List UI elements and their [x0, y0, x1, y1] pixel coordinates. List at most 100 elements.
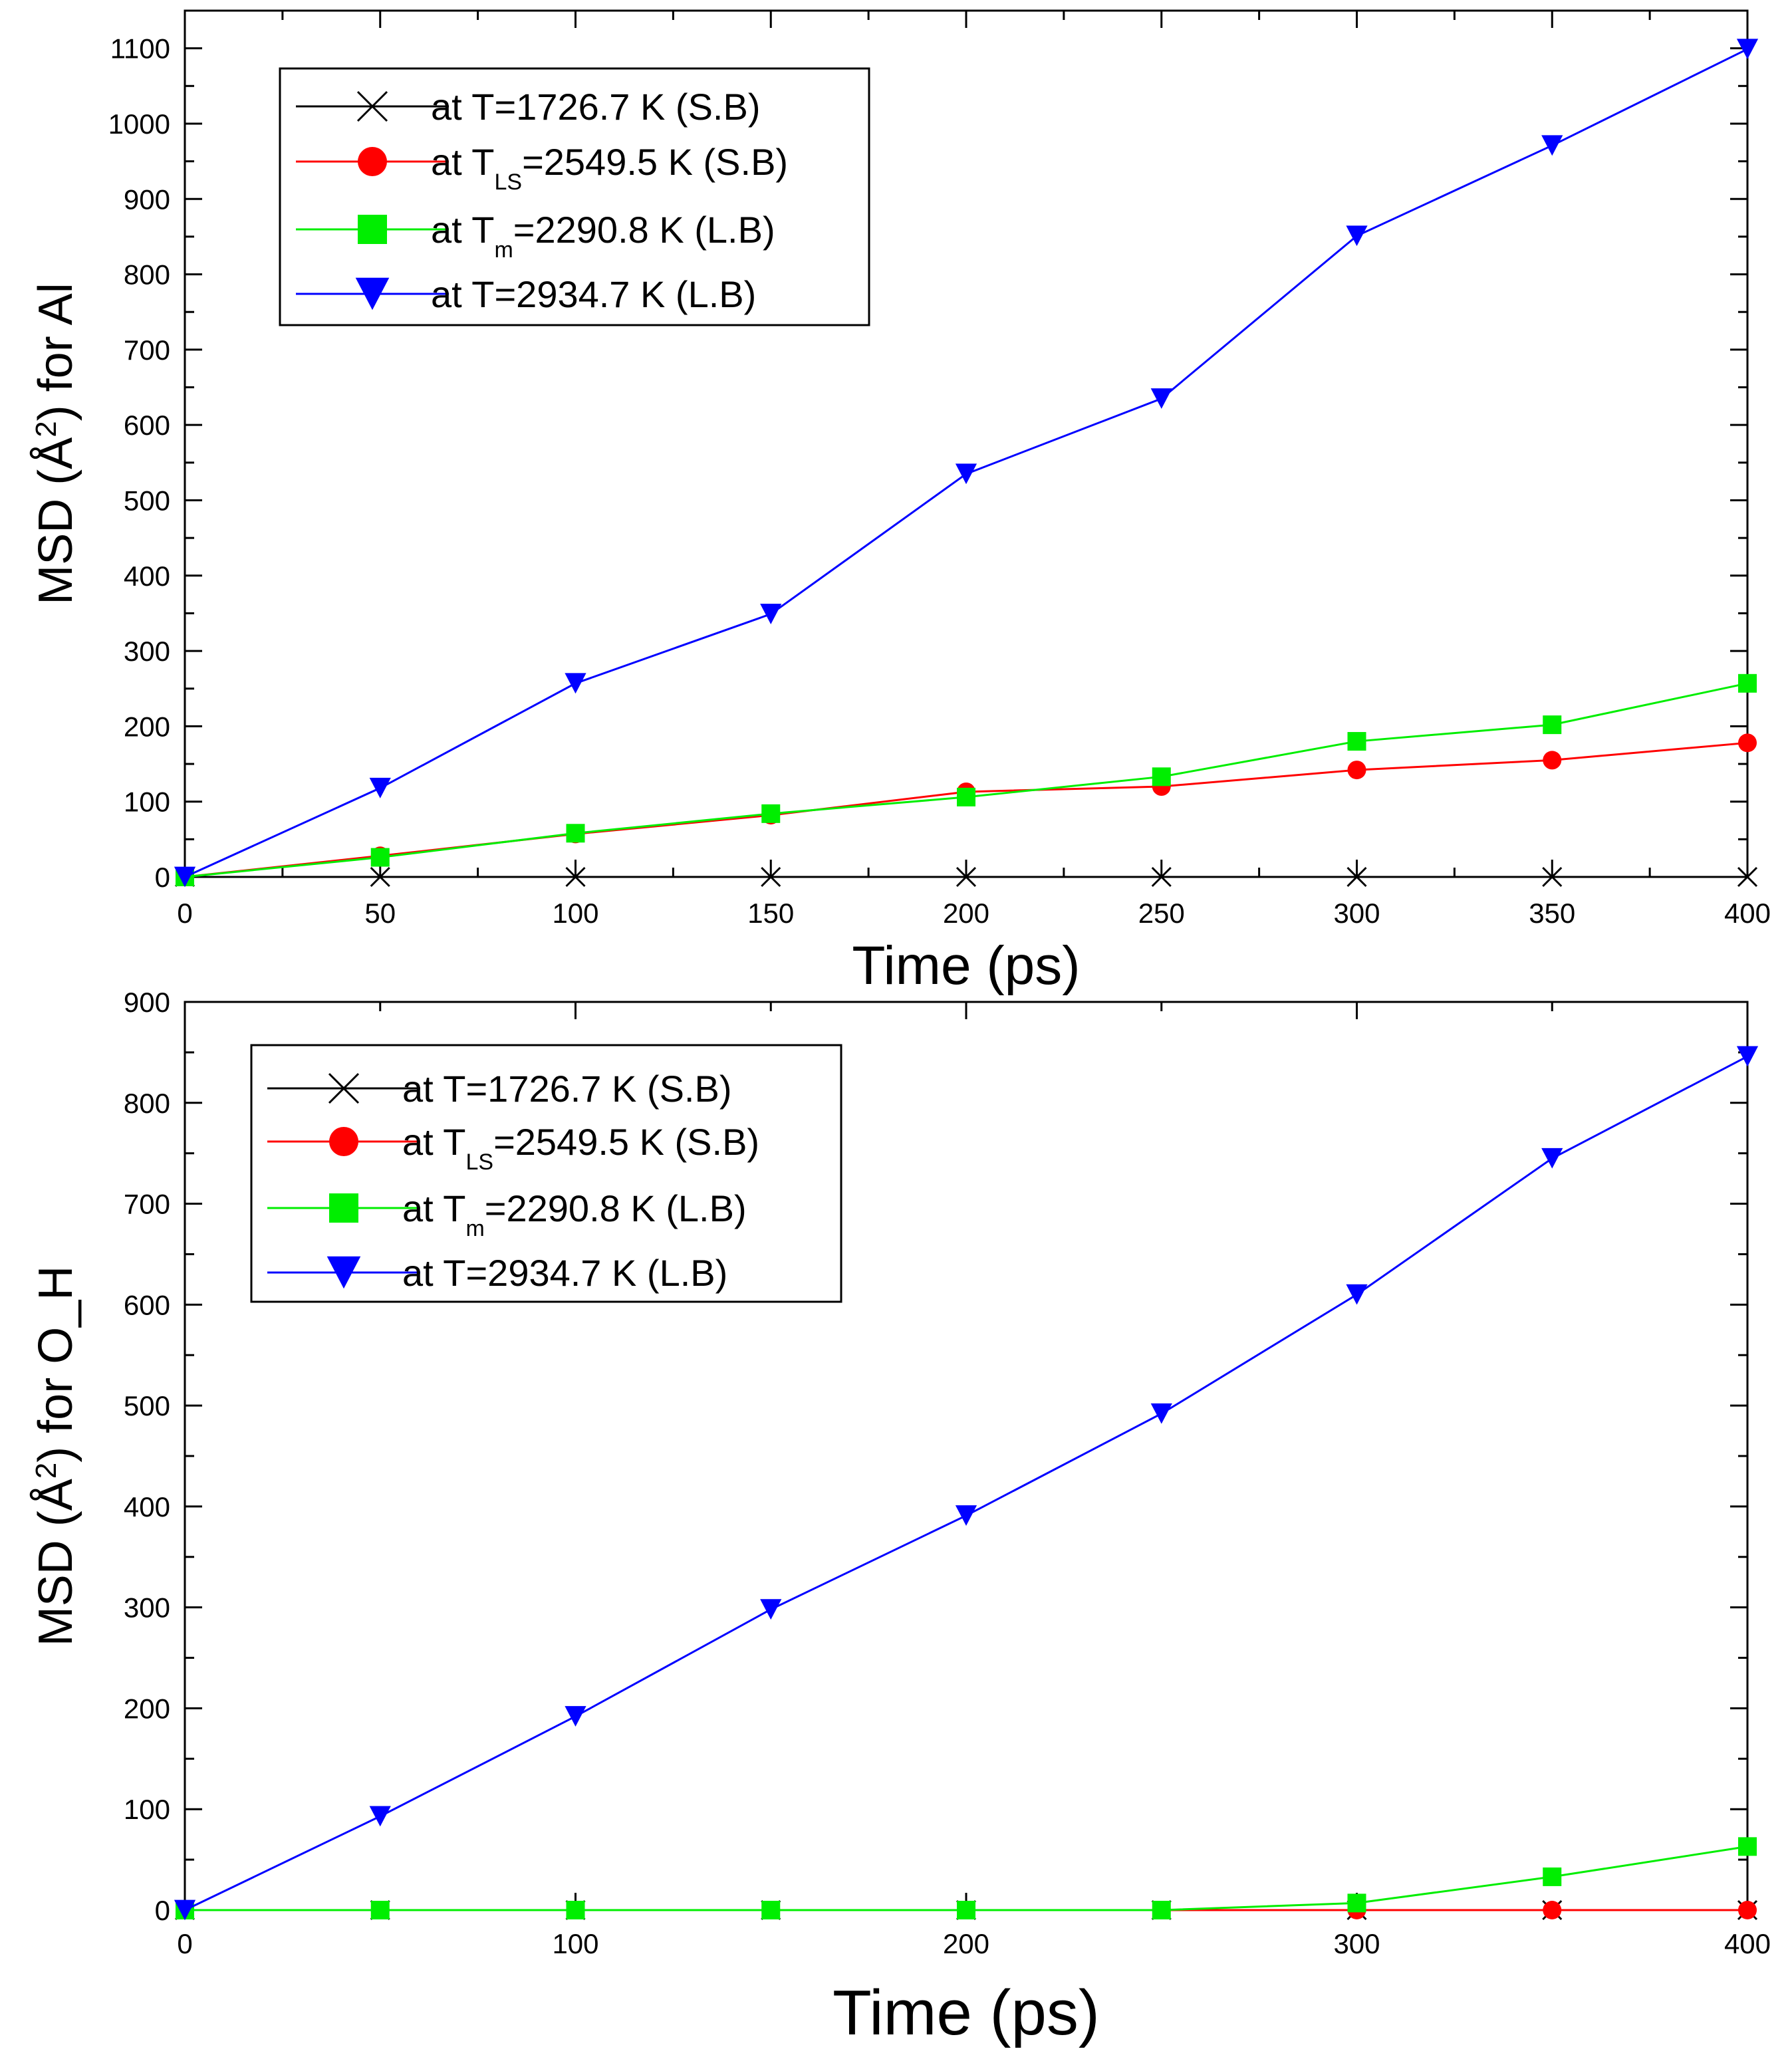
legend-marker [358, 215, 387, 244]
legend: at T=1726.7 K (S.B)at TLS=2549.5 K (S.B)… [279, 67, 870, 326]
data-point [1738, 733, 1757, 753]
legend-label-pre: at T [402, 1068, 465, 1110]
y-tick-label: 100 [124, 787, 170, 818]
data-point [957, 1901, 975, 1919]
data-point [1738, 1901, 1757, 1919]
data-point [1150, 388, 1172, 409]
data-point [1346, 1284, 1368, 1305]
legend-marker [355, 277, 390, 310]
y-tick-label: 0 [155, 862, 170, 893]
data-point [1541, 135, 1563, 156]
x-tick-label: 100 [552, 1928, 598, 1959]
legend-label-post: =2290.8 K (L.B) [485, 1187, 747, 1229]
legend-label: at Tm=2290.8 K (L.B) [402, 1187, 747, 1241]
legend: at T=1726.7 K (S.B)at TLS=2549.5 K (S.B)… [250, 1044, 842, 1303]
y-tick-label: 300 [124, 1592, 170, 1624]
series-triangle-down [174, 39, 1759, 888]
legend-label-post: =2934.7 K (L.B) [465, 1252, 727, 1294]
data-point-b [1542, 866, 1563, 888]
data-point [1347, 1893, 1366, 1913]
legend-label-post: =1726.7 K (S.B) [494, 86, 760, 128]
x-tick-label: 200 [943, 898, 989, 929]
legend-label-post: =2290.8 K (L.B) [513, 209, 775, 251]
y-tick-label: 500 [124, 1390, 170, 1421]
legend-label-pre: at T [431, 273, 494, 315]
legend-label-pre: at T [431, 209, 494, 251]
data-point [370, 848, 390, 867]
legend-label: at T=2934.7 K (L.B) [431, 273, 756, 315]
data-point [1736, 39, 1759, 60]
data-point [1543, 715, 1562, 735]
y-axis-title-pre: MSD (Å [29, 1479, 82, 1646]
x-tick-label: 400 [1724, 1928, 1771, 1959]
legend-label-pre: at T [402, 1252, 465, 1294]
legend-label-post: =2934.7 K (L.B) [494, 273, 756, 315]
data-point-b [956, 866, 977, 888]
series-line [184, 682, 1748, 878]
data-point [565, 1706, 586, 1727]
y-axis-title-post: ) for O_H [29, 1266, 82, 1463]
data-point [1738, 673, 1757, 693]
y-tick-label: 600 [124, 1289, 170, 1320]
y-tick-label: 400 [124, 560, 170, 592]
legend-label-post: =2549.5 K (S.B) [522, 141, 788, 183]
y-tick-label: 200 [124, 1693, 170, 1724]
y-tick-label: 100 [124, 1794, 170, 1825]
data-point [1347, 732, 1366, 751]
data-point-b [565, 866, 586, 888]
y-tick-label: 200 [124, 711, 170, 742]
y-tick-label: 400 [124, 1491, 170, 1522]
data-point [1150, 1403, 1172, 1424]
data-point [174, 1899, 196, 1921]
x-tick-label: 300 [1333, 1928, 1380, 1959]
data-point [566, 1901, 585, 1919]
legend-label-post: =2549.5 K (S.B) [493, 1121, 759, 1163]
legend-marker [329, 1127, 358, 1156]
data-point [1541, 1148, 1563, 1169]
y-axis-title-sup: 2 [30, 1463, 63, 1479]
data-point [760, 604, 782, 624]
y-tick-label: 1100 [110, 33, 170, 64]
y-tick-label: 800 [124, 259, 170, 291]
legend-marker [326, 1256, 361, 1289]
chart-panel-2: 0 100 200 300 400 0 100 200 300 400 500 600 700 800 90… [29, 987, 1771, 2048]
y-tick-label: 700 [124, 334, 170, 366]
data-point [955, 463, 977, 485]
chart-panel-1: 0 50 100 150 200 250 300 350 400 0 100 200 300 400 500… [29, 9, 1771, 996]
data-point [1543, 751, 1562, 770]
data-point [565, 673, 586, 694]
data-point [174, 866, 196, 888]
y-axis-title-pre: MSD (Å [29, 437, 82, 605]
data-point [957, 787, 975, 806]
y-tick-label: 800 [124, 1088, 170, 1119]
y-tick-label: 900 [124, 987, 170, 1018]
x-tick-label: 100 [552, 898, 598, 929]
x-tick-label: 200 [943, 1928, 989, 1959]
y-axis-title: MSD (Å2) for Al [29, 283, 82, 605]
x-tick-label: 250 [1138, 898, 1185, 929]
legend-label-sub: LS [465, 1150, 493, 1175]
data-point [1738, 1837, 1757, 1856]
data-point [566, 824, 585, 843]
series-x [174, 866, 1758, 888]
legend-label: at TLS=2549.5 K (S.B) [402, 1121, 759, 1175]
x-tick-label: 350 [1529, 898, 1575, 929]
y-tick-label: 300 [124, 636, 170, 667]
data-point [1347, 761, 1366, 780]
legend-label: at T=1726.7 K (S.B) [402, 1068, 731, 1110]
data-point [370, 1901, 390, 1919]
series-line [184, 741, 1748, 878]
y-axis-title-sup: 2 [30, 421, 63, 437]
data-point [369, 1806, 391, 1827]
legend-label-pre: at T [431, 86, 494, 128]
data-point [1543, 1901, 1562, 1919]
legend-label-pre: at T [402, 1121, 465, 1163]
legend-marker-b [328, 1072, 360, 1104]
legend-marker [358, 147, 387, 176]
data-point [955, 1505, 977, 1526]
x-axis-title: Time (ps) [832, 1977, 1100, 2048]
data-point-b [1737, 866, 1758, 888]
legend-label-sub: m [494, 237, 513, 263]
x-tick-label: 0 [177, 898, 192, 929]
